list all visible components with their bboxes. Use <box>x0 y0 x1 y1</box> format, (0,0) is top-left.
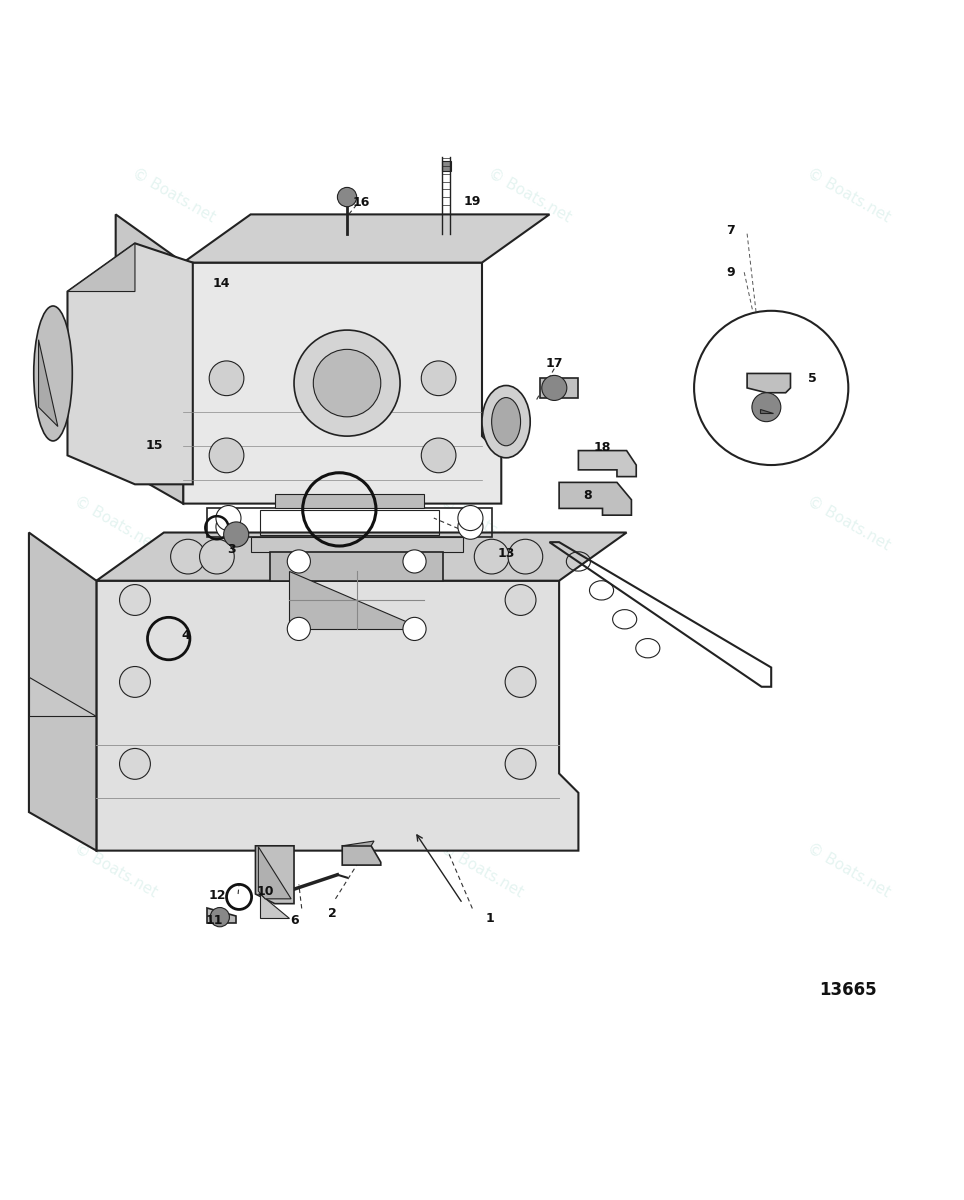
PathPatch shape <box>760 409 773 413</box>
Circle shape <box>294 330 400 436</box>
Circle shape <box>505 666 536 697</box>
Text: © Boats.net: © Boats.net <box>438 840 526 900</box>
Circle shape <box>120 749 150 779</box>
PathPatch shape <box>540 378 578 397</box>
PathPatch shape <box>251 538 463 552</box>
Circle shape <box>694 311 848 466</box>
Text: 9: 9 <box>727 265 735 278</box>
Text: 2: 2 <box>328 907 337 919</box>
Text: © Boats.net: © Boats.net <box>486 166 575 224</box>
PathPatch shape <box>747 373 790 392</box>
PathPatch shape <box>255 846 294 904</box>
Text: 11: 11 <box>205 913 223 926</box>
Circle shape <box>216 515 241 539</box>
Text: 17: 17 <box>546 358 563 371</box>
Text: 19: 19 <box>464 196 481 209</box>
PathPatch shape <box>260 894 289 918</box>
Circle shape <box>209 438 244 473</box>
PathPatch shape <box>96 533 627 581</box>
Circle shape <box>287 617 310 641</box>
Circle shape <box>120 584 150 616</box>
Circle shape <box>403 617 426 641</box>
PathPatch shape <box>29 533 96 851</box>
PathPatch shape <box>29 677 96 715</box>
Text: 14: 14 <box>213 277 230 290</box>
PathPatch shape <box>67 244 135 292</box>
Text: 10: 10 <box>256 884 274 898</box>
PathPatch shape <box>559 482 631 515</box>
PathPatch shape <box>67 244 193 485</box>
Circle shape <box>508 539 543 574</box>
Text: 13: 13 <box>497 547 515 560</box>
PathPatch shape <box>39 340 58 426</box>
PathPatch shape <box>183 215 549 263</box>
Text: © Boats.net: © Boats.net <box>804 840 893 900</box>
PathPatch shape <box>442 161 451 172</box>
PathPatch shape <box>342 846 381 865</box>
Circle shape <box>209 361 244 396</box>
Ellipse shape <box>492 397 521 445</box>
Text: © Boats.net: © Boats.net <box>129 166 218 224</box>
Circle shape <box>542 376 567 401</box>
Text: 6: 6 <box>291 913 299 926</box>
Text: 8: 8 <box>584 490 592 503</box>
PathPatch shape <box>578 450 636 476</box>
PathPatch shape <box>183 263 501 504</box>
PathPatch shape <box>270 552 443 581</box>
PathPatch shape <box>275 494 424 509</box>
Circle shape <box>337 187 357 206</box>
Circle shape <box>458 505 483 530</box>
Circle shape <box>120 666 150 697</box>
PathPatch shape <box>116 215 183 504</box>
Text: © Boats.net: © Boats.net <box>71 493 160 553</box>
PathPatch shape <box>229 524 243 534</box>
Circle shape <box>505 749 536 779</box>
Circle shape <box>421 438 456 473</box>
Ellipse shape <box>482 385 530 458</box>
Text: 18: 18 <box>594 442 611 454</box>
Circle shape <box>752 392 781 421</box>
Circle shape <box>458 515 483 539</box>
Circle shape <box>403 550 426 574</box>
Text: © Boats.net: © Boats.net <box>438 493 526 553</box>
Circle shape <box>313 349 381 416</box>
Circle shape <box>216 505 241 530</box>
Text: 5: 5 <box>808 372 817 385</box>
Text: 13665: 13665 <box>819 982 877 1000</box>
Text: 15: 15 <box>146 439 163 452</box>
Circle shape <box>421 361 456 396</box>
PathPatch shape <box>96 581 578 851</box>
Circle shape <box>505 584 536 616</box>
PathPatch shape <box>289 571 424 629</box>
Text: © Boats.net: © Boats.net <box>804 166 893 224</box>
Text: 7: 7 <box>726 224 736 238</box>
Text: © Boats.net: © Boats.net <box>804 493 893 553</box>
Text: © Boats.net: © Boats.net <box>71 840 160 900</box>
Text: 4: 4 <box>181 629 191 642</box>
PathPatch shape <box>258 847 291 899</box>
Circle shape <box>171 539 205 574</box>
Text: 16: 16 <box>353 197 370 209</box>
Ellipse shape <box>34 306 72 440</box>
Circle shape <box>224 522 249 547</box>
PathPatch shape <box>207 908 236 923</box>
Circle shape <box>474 539 509 574</box>
Text: 12: 12 <box>208 889 226 902</box>
Circle shape <box>210 907 229 926</box>
Text: 1: 1 <box>485 912 495 925</box>
Text: 3: 3 <box>228 544 235 557</box>
Circle shape <box>200 539 234 574</box>
PathPatch shape <box>342 841 374 846</box>
Circle shape <box>287 550 310 574</box>
